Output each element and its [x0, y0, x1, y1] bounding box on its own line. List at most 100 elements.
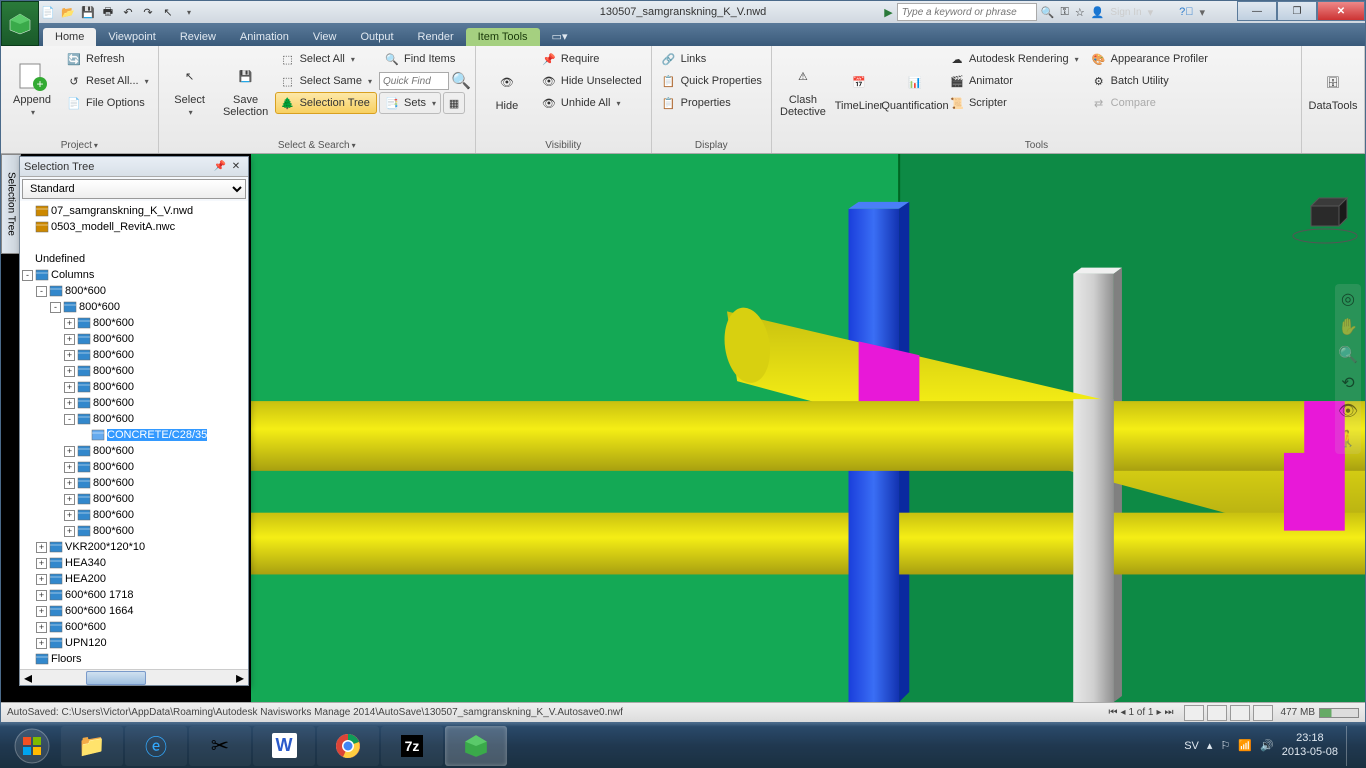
- tray-lang[interactable]: SV: [1184, 740, 1199, 752]
- tree-item[interactable]: [22, 235, 246, 251]
- expander-icon[interactable]: +: [36, 622, 47, 633]
- quick-properties-button[interactable]: 📋Quick Properties: [656, 70, 767, 92]
- expander-icon[interactable]: +: [64, 510, 75, 521]
- compare-button[interactable]: ⇄Compare: [1086, 92, 1213, 114]
- tree-item[interactable]: -800*600: [22, 283, 246, 299]
- expander-icon[interactable]: +: [64, 446, 75, 457]
- task-ie[interactable]: ⓔ: [125, 726, 187, 766]
- save-selection-button[interactable]: 💾Save Selection: [219, 48, 273, 130]
- appearance-profiler-button[interactable]: 🎨Appearance Profiler: [1086, 48, 1213, 70]
- expander-icon[interactable]: -: [64, 414, 75, 425]
- nav-zoom-icon[interactable]: 🔍: [1337, 344, 1359, 366]
- nav-wheel-icon[interactable]: ◎: [1337, 288, 1359, 310]
- task-chrome[interactable]: [317, 726, 379, 766]
- tab-item-tools[interactable]: Item Tools: [466, 28, 540, 46]
- tree-item[interactable]: +UPN120: [22, 635, 246, 651]
- timeliner-button[interactable]: 📅TimeLiner: [832, 48, 886, 130]
- select-all-button[interactable]: ⬚Select All: [275, 48, 377, 70]
- task-7zip[interactable]: 7z: [381, 726, 443, 766]
- tray-clock[interactable]: 23:18 2013-05-08: [1282, 732, 1338, 758]
- sets-button[interactable]: 📑Sets: [379, 92, 441, 114]
- tree-item[interactable]: 0503_modell_RevitA.nwc: [22, 219, 246, 235]
- viewcube[interactable]: [1291, 194, 1359, 244]
- links-button[interactable]: 🔗Links: [656, 48, 767, 70]
- tree-item[interactable]: -800*600: [22, 299, 246, 315]
- signin-link[interactable]: Sign In: [1110, 7, 1141, 18]
- tab-render[interactable]: Render: [406, 28, 466, 46]
- reset-all-button[interactable]: ↺Reset All...: [61, 70, 154, 92]
- expander-icon[interactable]: +: [64, 350, 75, 361]
- expander-icon[interactable]: -: [50, 302, 61, 313]
- tab-review[interactable]: Review: [168, 28, 228, 46]
- tree-item[interactable]: +800*600: [22, 379, 246, 395]
- tree-item[interactable]: +800*600: [22, 443, 246, 459]
- expander-icon[interactable]: +: [36, 558, 47, 569]
- tree-item[interactable]: +800*600: [22, 395, 246, 411]
- expander-icon[interactable]: +: [64, 462, 75, 473]
- hide-button[interactable]: 👁Hide: [480, 48, 534, 130]
- tree-item[interactable]: CONCRETE/C28/35: [22, 427, 246, 443]
- minimize-button[interactable]: —: [1237, 1, 1277, 21]
- tree-item[interactable]: -Columns: [22, 267, 246, 283]
- project-group-label[interactable]: Project: [5, 139, 154, 153]
- qa-select-icon[interactable]: ↖: [159, 3, 177, 21]
- tray-volume-icon[interactable]: 🔊: [1260, 739, 1274, 752]
- sb-btn-3[interactable]: [1230, 705, 1250, 721]
- quantification-button[interactable]: 📊Quantification: [888, 48, 942, 130]
- search-play-icon[interactable]: ▶: [884, 6, 892, 19]
- expander-icon[interactable]: +: [64, 478, 75, 489]
- tree-item[interactable]: Floors: [22, 651, 246, 667]
- tree-item[interactable]: +800*600: [22, 491, 246, 507]
- tray-network-icon[interactable]: 📶: [1238, 739, 1252, 752]
- sb-btn-4[interactable]: [1253, 705, 1273, 721]
- qa-more-icon[interactable]: [179, 3, 197, 21]
- tree-item[interactable]: 07_samgranskning_K_V.nwd: [22, 203, 246, 219]
- expander-icon[interactable]: +: [36, 574, 47, 585]
- tab-viewpoint[interactable]: Viewpoint: [96, 28, 168, 46]
- tree-item[interactable]: Undefined: [22, 251, 246, 267]
- selection-tree-sidetab[interactable]: Selection Tree: [1, 154, 21, 254]
- tray-chevron-icon[interactable]: ▴: [1207, 739, 1213, 752]
- require-button[interactable]: 📌Require: [536, 48, 647, 70]
- tab-animation[interactable]: Animation: [228, 28, 301, 46]
- tree-item[interactable]: +VKR200*120*10: [22, 539, 246, 555]
- expander-icon[interactable]: +: [36, 606, 47, 617]
- tab-addon[interactable]: ▭▾: [540, 27, 580, 46]
- expander-icon[interactable]: -: [36, 286, 47, 297]
- app-menu-button[interactable]: [1, 1, 39, 46]
- search-go-icon[interactable]: 🔍: [451, 71, 471, 91]
- start-button[interactable]: [4, 726, 60, 766]
- sheet-prev-icon[interactable]: ◂: [1120, 707, 1125, 718]
- expander-icon[interactable]: -: [22, 270, 33, 281]
- tree-item[interactable]: +HEA200: [22, 571, 246, 587]
- expander-icon[interactable]: +: [64, 494, 75, 505]
- unhide-all-button[interactable]: 👁Unhide All: [536, 92, 647, 114]
- tree-item[interactable]: +HEA340: [22, 555, 246, 571]
- close-button[interactable]: ✕: [1317, 1, 1365, 21]
- tab-home[interactable]: Home: [43, 28, 96, 46]
- nav-walk-icon[interactable]: 🚶: [1337, 428, 1359, 450]
- tab-output[interactable]: Output: [349, 28, 406, 46]
- binoculars-icon[interactable]: 🔍: [1041, 6, 1055, 19]
- nav-orbit-icon[interactable]: ⟲: [1337, 372, 1359, 394]
- expander-icon[interactable]: +: [36, 542, 47, 553]
- scripter-button[interactable]: 📜Scripter: [944, 92, 1084, 114]
- 3d-viewport[interactable]: ◎ ✋ 🔍 ⟲ 👁 🚶: [251, 154, 1365, 702]
- tree-item[interactable]: +800*600: [22, 475, 246, 491]
- selection-tree-button[interactable]: 🌲Selection Tree: [275, 92, 377, 114]
- tree-mode-select[interactable]: Standard: [22, 179, 246, 199]
- clash-button[interactable]: ⚠Clash Detective: [776, 48, 830, 130]
- tree-item[interactable]: +800*600: [22, 363, 246, 379]
- select-same-button[interactable]: ⬚Select Same: [275, 70, 377, 92]
- sb-btn-2[interactable]: [1207, 705, 1227, 721]
- autodesk-rendering-button[interactable]: ☁Autodesk Rendering: [944, 48, 1084, 70]
- datatools-button[interactable]: 🗄DataTools: [1306, 48, 1360, 130]
- maximize-button[interactable]: ❐: [1277, 1, 1317, 21]
- tab-view[interactable]: View: [301, 28, 349, 46]
- nav-look-icon[interactable]: 👁: [1337, 400, 1359, 422]
- tree-item[interactable]: +600*600 1718: [22, 587, 246, 603]
- tree-item[interactable]: +800*600: [22, 331, 246, 347]
- qa-redo-icon[interactable]: ↷: [139, 3, 157, 21]
- properties-button[interactable]: 📋Properties: [656, 92, 767, 114]
- sheet-next-icon[interactable]: ▸: [1157, 707, 1162, 718]
